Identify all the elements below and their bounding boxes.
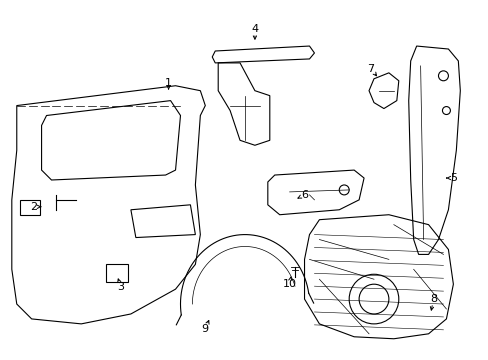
Text: 2: 2 [30, 202, 37, 212]
Text: 5: 5 [449, 173, 456, 183]
Text: 9: 9 [202, 324, 208, 334]
Text: 10: 10 [282, 279, 296, 289]
Text: 7: 7 [366, 64, 374, 74]
Text: 3: 3 [117, 282, 124, 292]
Text: 1: 1 [165, 78, 172, 88]
Text: 8: 8 [429, 294, 436, 304]
Text: 4: 4 [251, 24, 258, 34]
Text: 6: 6 [301, 190, 307, 200]
